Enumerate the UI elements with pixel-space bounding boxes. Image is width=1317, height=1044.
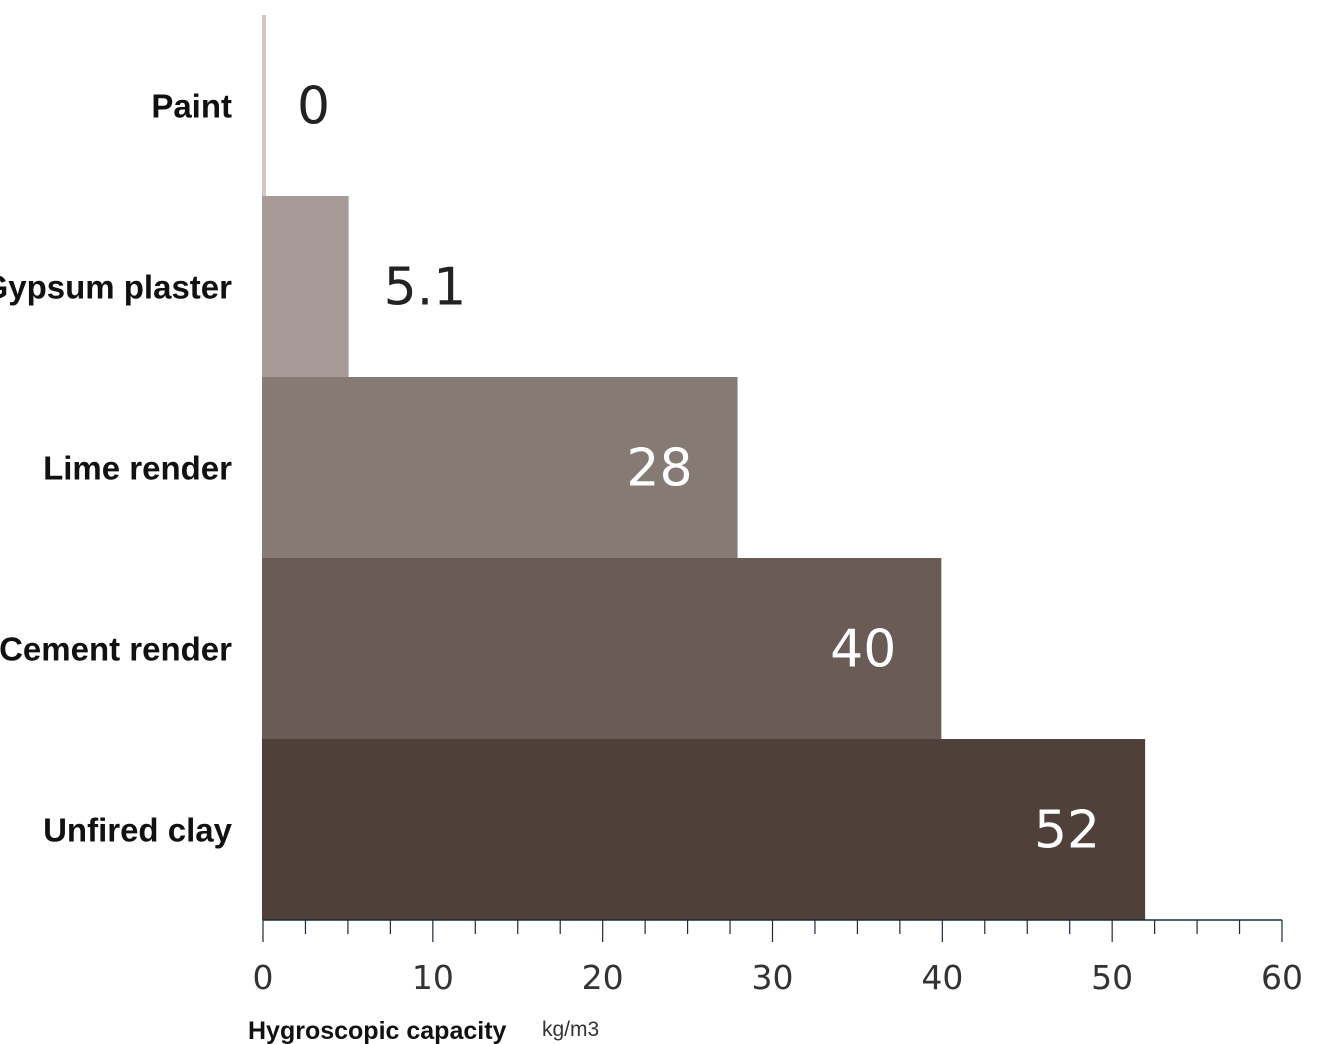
bar	[262, 377, 738, 558]
x-tick-label: 30	[752, 958, 794, 997]
category-label: Gypsum plaster	[0, 269, 232, 306]
x-tick-label: 20	[582, 958, 624, 997]
category-label: Paint	[151, 88, 232, 125]
x-axis: 0 10 20 30 40 50 60	[253, 919, 1303, 997]
value-label: 0	[297, 77, 330, 137]
value-labels-group: 0 5.1 28 40 52	[297, 77, 1100, 861]
value-label: 40	[830, 620, 896, 680]
x-axis-unit: kg/m3	[542, 1018, 599, 1041]
bar	[262, 15, 266, 196]
bar	[262, 739, 1146, 920]
x-tick-label: 10	[412, 958, 454, 997]
x-tick-label: 40	[921, 958, 963, 997]
x-tick-label: 60	[1261, 958, 1303, 997]
value-label: 28	[626, 439, 692, 499]
x-axis-title: Hygroscopic capacity	[248, 1017, 507, 1044]
category-label: Lime render	[43, 450, 232, 487]
bars-group	[262, 15, 1146, 920]
x-tick-label: 50	[1091, 958, 1133, 997]
value-label: 52	[1034, 801, 1100, 861]
category-label: Cement render	[0, 631, 232, 668]
bar	[262, 558, 942, 739]
x-tick-label: 0	[253, 958, 274, 997]
category-label: Unfired clay	[43, 812, 233, 849]
value-label: 5.1	[384, 258, 467, 318]
bar	[262, 196, 349, 377]
category-labels-group: Paint Gypsum plaster Lime render Cement ren…	[0, 88, 233, 849]
